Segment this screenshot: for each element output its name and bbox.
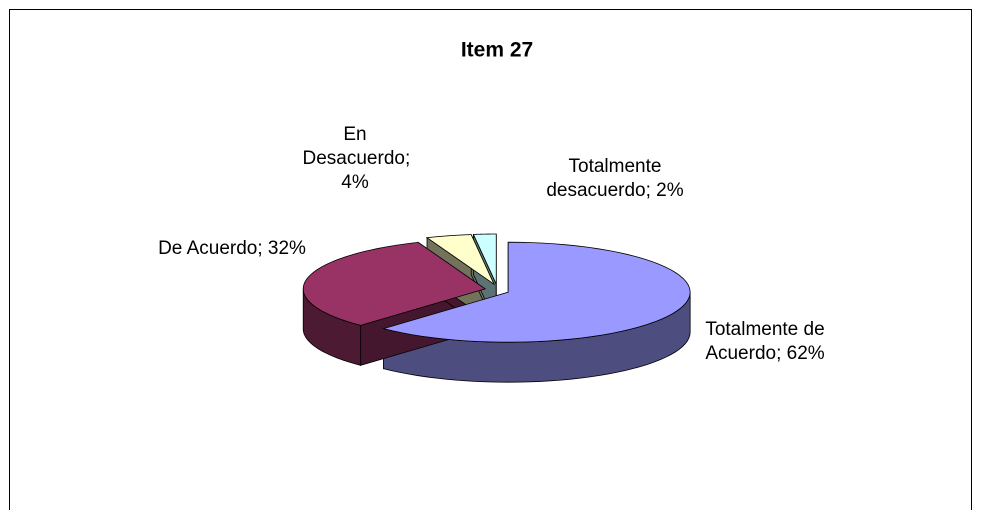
data-label: En Desacuerdo; 4% [302,124,411,193]
pie-slice [425,234,495,286]
data-label: De Acuerdo; 32% [158,238,306,259]
data-label: Totalmente de Acuerdo; 62% [705,319,825,364]
pie-slice [302,241,487,326]
chart-title: Item 27 [461,39,533,62]
pie-tops [302,233,691,343]
pie-slice [472,233,497,285]
pie-slice [382,241,691,343]
data-label: Totalmente desacuerdo; 2% [546,156,684,201]
